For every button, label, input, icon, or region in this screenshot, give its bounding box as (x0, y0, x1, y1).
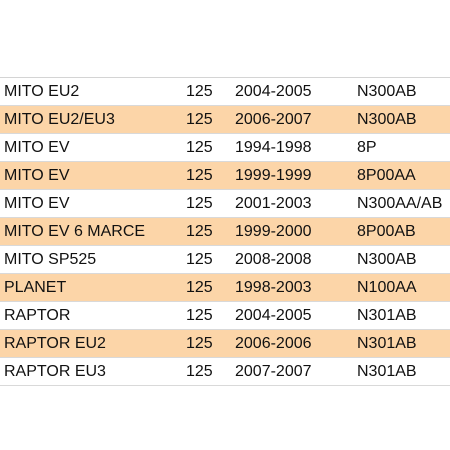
model-cell: MITO EV (4, 167, 70, 184)
years-cell: 2004-2005 (235, 307, 312, 324)
table-row: PLANET 125 1998-2003 N100AA (0, 274, 450, 302)
years-cell: 1998-2003 (235, 279, 312, 296)
model-cell: MITO EU2/EU3 (4, 111, 115, 128)
displacement-cell: 125 (186, 167, 213, 184)
displacement-cell: 125 (186, 251, 213, 268)
displacement-cell: 125 (186, 363, 213, 380)
displacement-cell: 125 (186, 195, 213, 212)
table-row: RAPTOR EU2 125 2006-2006 N301AB (0, 330, 450, 358)
table-row: MITO EV 125 1999-1999 8P00AA (0, 162, 450, 190)
years-cell: 2008-2008 (235, 251, 312, 268)
table-row: MITO EV 125 1994-1998 8P (0, 134, 450, 162)
years-cell: 2006-2007 (235, 111, 312, 128)
model-cell: RAPTOR EU2 (4, 335, 106, 352)
years-cell: 1994-1998 (235, 139, 312, 156)
model-cell: RAPTOR EU3 (4, 363, 106, 380)
model-cell: MITO EV (4, 195, 70, 212)
table-row: MITO EU2/EU3 125 2006-2007 N300AB (0, 106, 450, 134)
displacement-cell: 125 (186, 307, 213, 324)
part-code-cell: 8P00AB (357, 223, 416, 240)
table-row: MITO EV 125 2001-2003 N300AA/AB (0, 190, 450, 218)
table-row: MITO EV 6 MARCE 125 1999-2000 8P00AB (0, 218, 450, 246)
model-cell: MITO EV 6 MARCE (4, 223, 146, 240)
years-cell: 2001-2003 (235, 195, 312, 212)
table-row: MITO SP525 125 2008-2008 N300AB (0, 246, 450, 274)
table-row: MITO EU2 125 2004-2005 N300AB (0, 78, 450, 106)
years-cell: 1999-1999 (235, 167, 312, 184)
part-code-cell: N100AA (357, 279, 417, 296)
years-cell: 2007-2007 (235, 363, 312, 380)
displacement-cell: 125 (186, 223, 213, 240)
model-cell: PLANET (4, 279, 67, 296)
displacement-cell: 125 (186, 139, 213, 156)
part-code-cell: 8P (357, 139, 377, 156)
displacement-cell: 125 (186, 83, 213, 100)
table-row: RAPTOR EU3 125 2007-2007 N301AB (0, 358, 450, 386)
part-code-cell: 8P00AA (357, 167, 416, 184)
part-code-cell: N300AB (357, 251, 417, 268)
years-cell: 2004-2005 (235, 83, 312, 100)
part-code-cell: N300AB (357, 83, 417, 100)
model-cell: MITO EU2 (4, 83, 80, 100)
part-code-cell: N301AB (357, 363, 417, 380)
compatibility-table: MITO EU2 125 2004-2005 N300AB MITO EU2/EU3 12… (0, 77, 450, 386)
model-cell: MITO SP525 (4, 251, 97, 268)
part-code-cell: N301AB (357, 307, 417, 324)
part-code-cell: N300AB (357, 111, 417, 128)
table-row: RAPTOR 125 2004-2005 N301AB (0, 302, 450, 330)
years-cell: 1999-2000 (235, 223, 312, 240)
displacement-cell: 125 (186, 279, 213, 296)
model-cell: MITO EV (4, 139, 70, 156)
displacement-cell: 125 (186, 111, 213, 128)
years-cell: 2006-2006 (235, 335, 312, 352)
part-code-cell: N301AB (357, 335, 417, 352)
displacement-cell: 125 (186, 335, 213, 352)
model-cell: RAPTOR (4, 307, 71, 324)
part-code-cell: N300AA/AB (357, 195, 443, 212)
